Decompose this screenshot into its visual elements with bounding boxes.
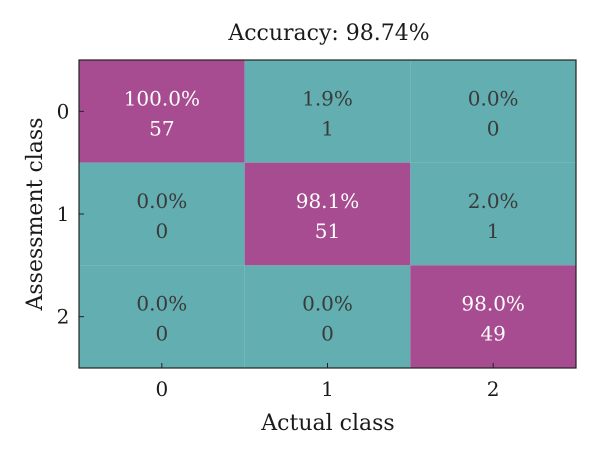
cell-background [244,60,411,163]
cell-background [79,162,245,266]
chart-title: Accuracy: 98.74% [227,21,429,46]
matrix-cell: 98.0% 49 [410,265,576,368]
y-tick-label: 2 [57,305,70,329]
cell-count: 0 [321,322,334,346]
cell-background [410,162,576,266]
cell-background [244,162,411,266]
matrix-cell: 98.1% 51 [244,162,411,266]
matrix-cell: 0.0% 0 [79,162,245,266]
cell-background [244,265,411,368]
matrix-cell: 1.9% 1 [244,60,411,163]
y-tick-label: 1 [57,202,70,226]
axis-ticks: 0 1 2 0 1 2 [57,99,500,401]
matrix-cell: 2.0% 1 [410,162,576,266]
cell-background [410,60,576,163]
cell-count: 51 [315,219,340,243]
cell-percent: 1.9% [302,86,353,110]
matrix-cell: 0.0% 0 [410,60,576,163]
cell-percent: 0.0% [468,86,519,110]
cell-percent: 98.1% [296,189,360,213]
cell-percent: 98.0% [461,292,525,316]
x-axis-label: Actual class [260,411,394,436]
matrix-cell: 0.0% 0 [79,265,245,368]
cell-count: 49 [480,322,505,346]
matrix-cell: 100.0% 57 [79,60,245,163]
cell-count: 0 [155,322,168,346]
x-tick-label: 1 [321,377,334,401]
matrix-cells: 100.0%571.9%10.0%00.0%098.1%512.0%10.0%0… [79,60,576,368]
cell-background [79,265,245,368]
cell-count: 57 [149,116,174,140]
cell-count: 0 [487,116,500,140]
cell-percent: 100.0% [124,86,200,110]
y-tick-label: 0 [57,99,70,123]
cell-percent: 0.0% [136,189,187,213]
cell-background [410,265,576,368]
y-axis-label: Assessment class [23,117,48,311]
cell-percent: 0.0% [302,292,353,316]
cell-count: 1 [321,116,334,140]
cell-count: 0 [155,219,168,243]
cell-percent: 0.0% [136,292,187,316]
x-tick-label: 2 [487,377,500,401]
matrix-cell: 0.0% 0 [244,265,411,368]
cell-background [79,60,245,163]
cell-percent: 2.0% [468,189,519,213]
x-tick-label: 0 [155,377,168,401]
cell-count: 1 [487,219,500,243]
